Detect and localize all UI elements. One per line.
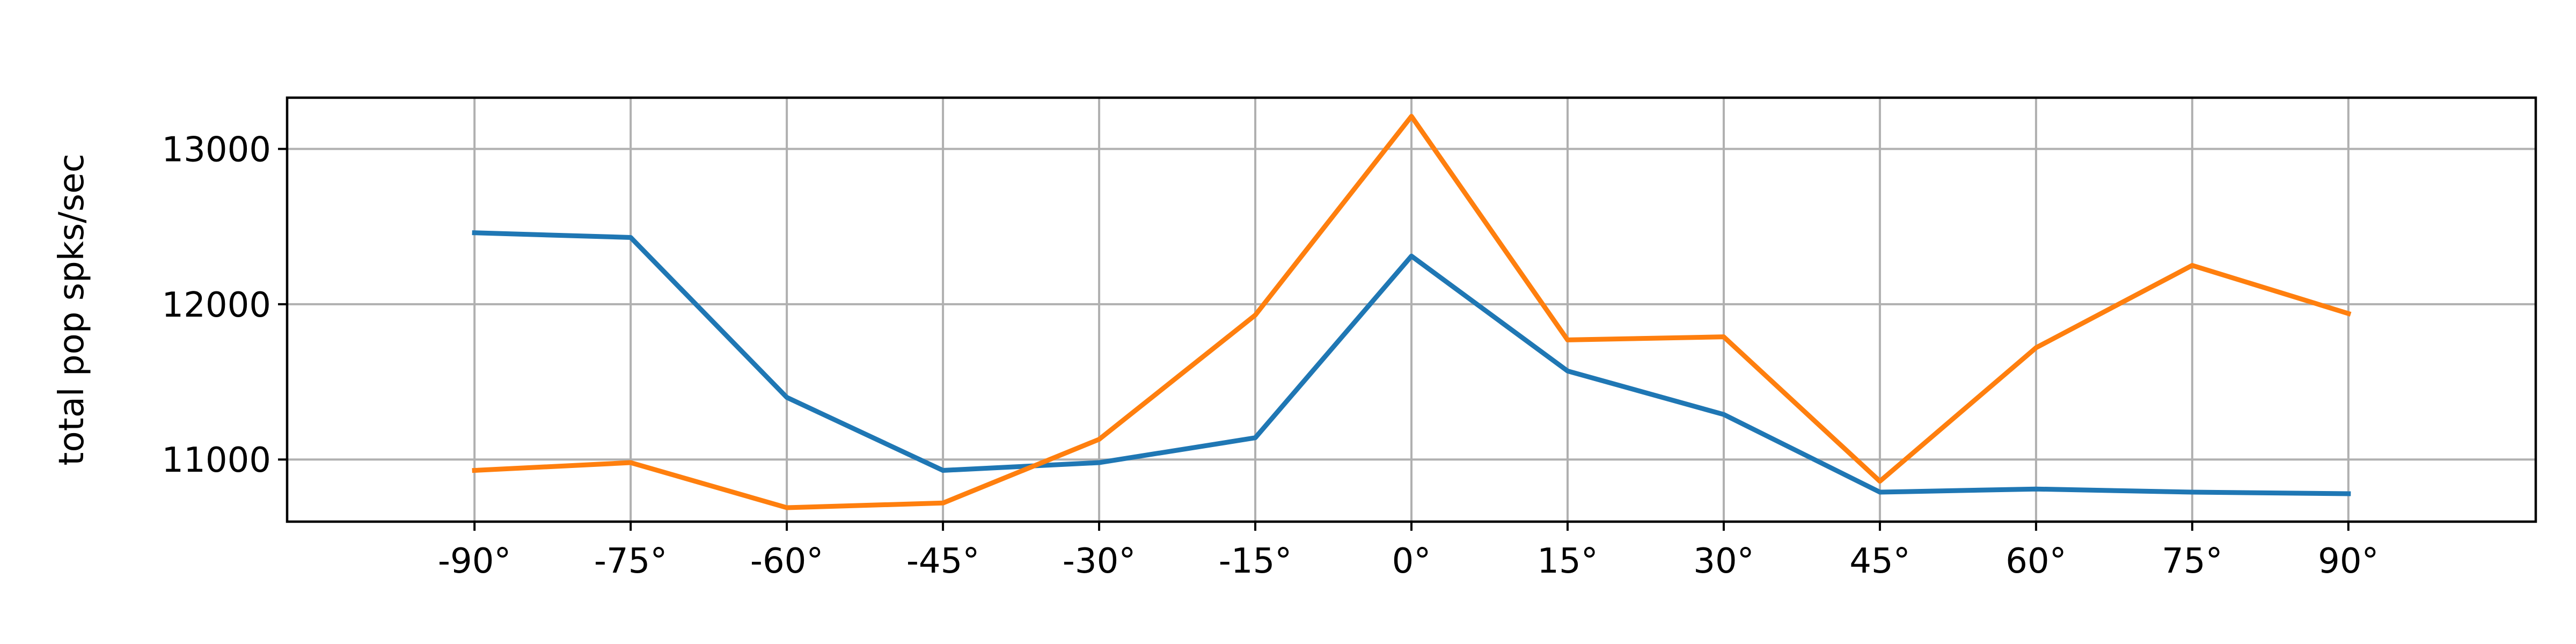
series-line-1 (472, 230, 2351, 496)
x-tick-label: 75° (2162, 541, 2222, 581)
label-layer: total pop spks/sec (52, 153, 92, 465)
y-tick-label: 12000 (162, 286, 271, 325)
x-tick-label: -60° (750, 541, 824, 581)
x-tick-label: 30° (1693, 541, 1754, 581)
x-tick-label: -90° (438, 541, 511, 581)
x-tick-label: -75° (594, 541, 668, 581)
y-tick-label: 11000 (162, 441, 271, 480)
x-tick-label: 15° (1537, 541, 1598, 581)
series-layer (472, 114, 2352, 510)
x-tick-label: 45° (1849, 541, 1910, 581)
tick-layer: -90° -75° -60° -45° -30° -15° 0° 15° 30° 45° 60° 75… (162, 130, 2379, 581)
y-axis-title: total pop spks/sec (52, 153, 92, 465)
grid-layer (287, 98, 2536, 522)
x-tick-label: -30° (1063, 541, 1136, 581)
series-line-2 (472, 114, 2352, 510)
x-tick-label: 60° (2006, 541, 2066, 581)
x-tick-label: 90° (2318, 541, 2379, 581)
x-tick-label: 0° (1392, 541, 1431, 581)
x-tick-label: -45° (906, 541, 980, 581)
y-tick-label: 13000 (162, 130, 271, 170)
x-tick-label: -15° (1219, 541, 1292, 581)
